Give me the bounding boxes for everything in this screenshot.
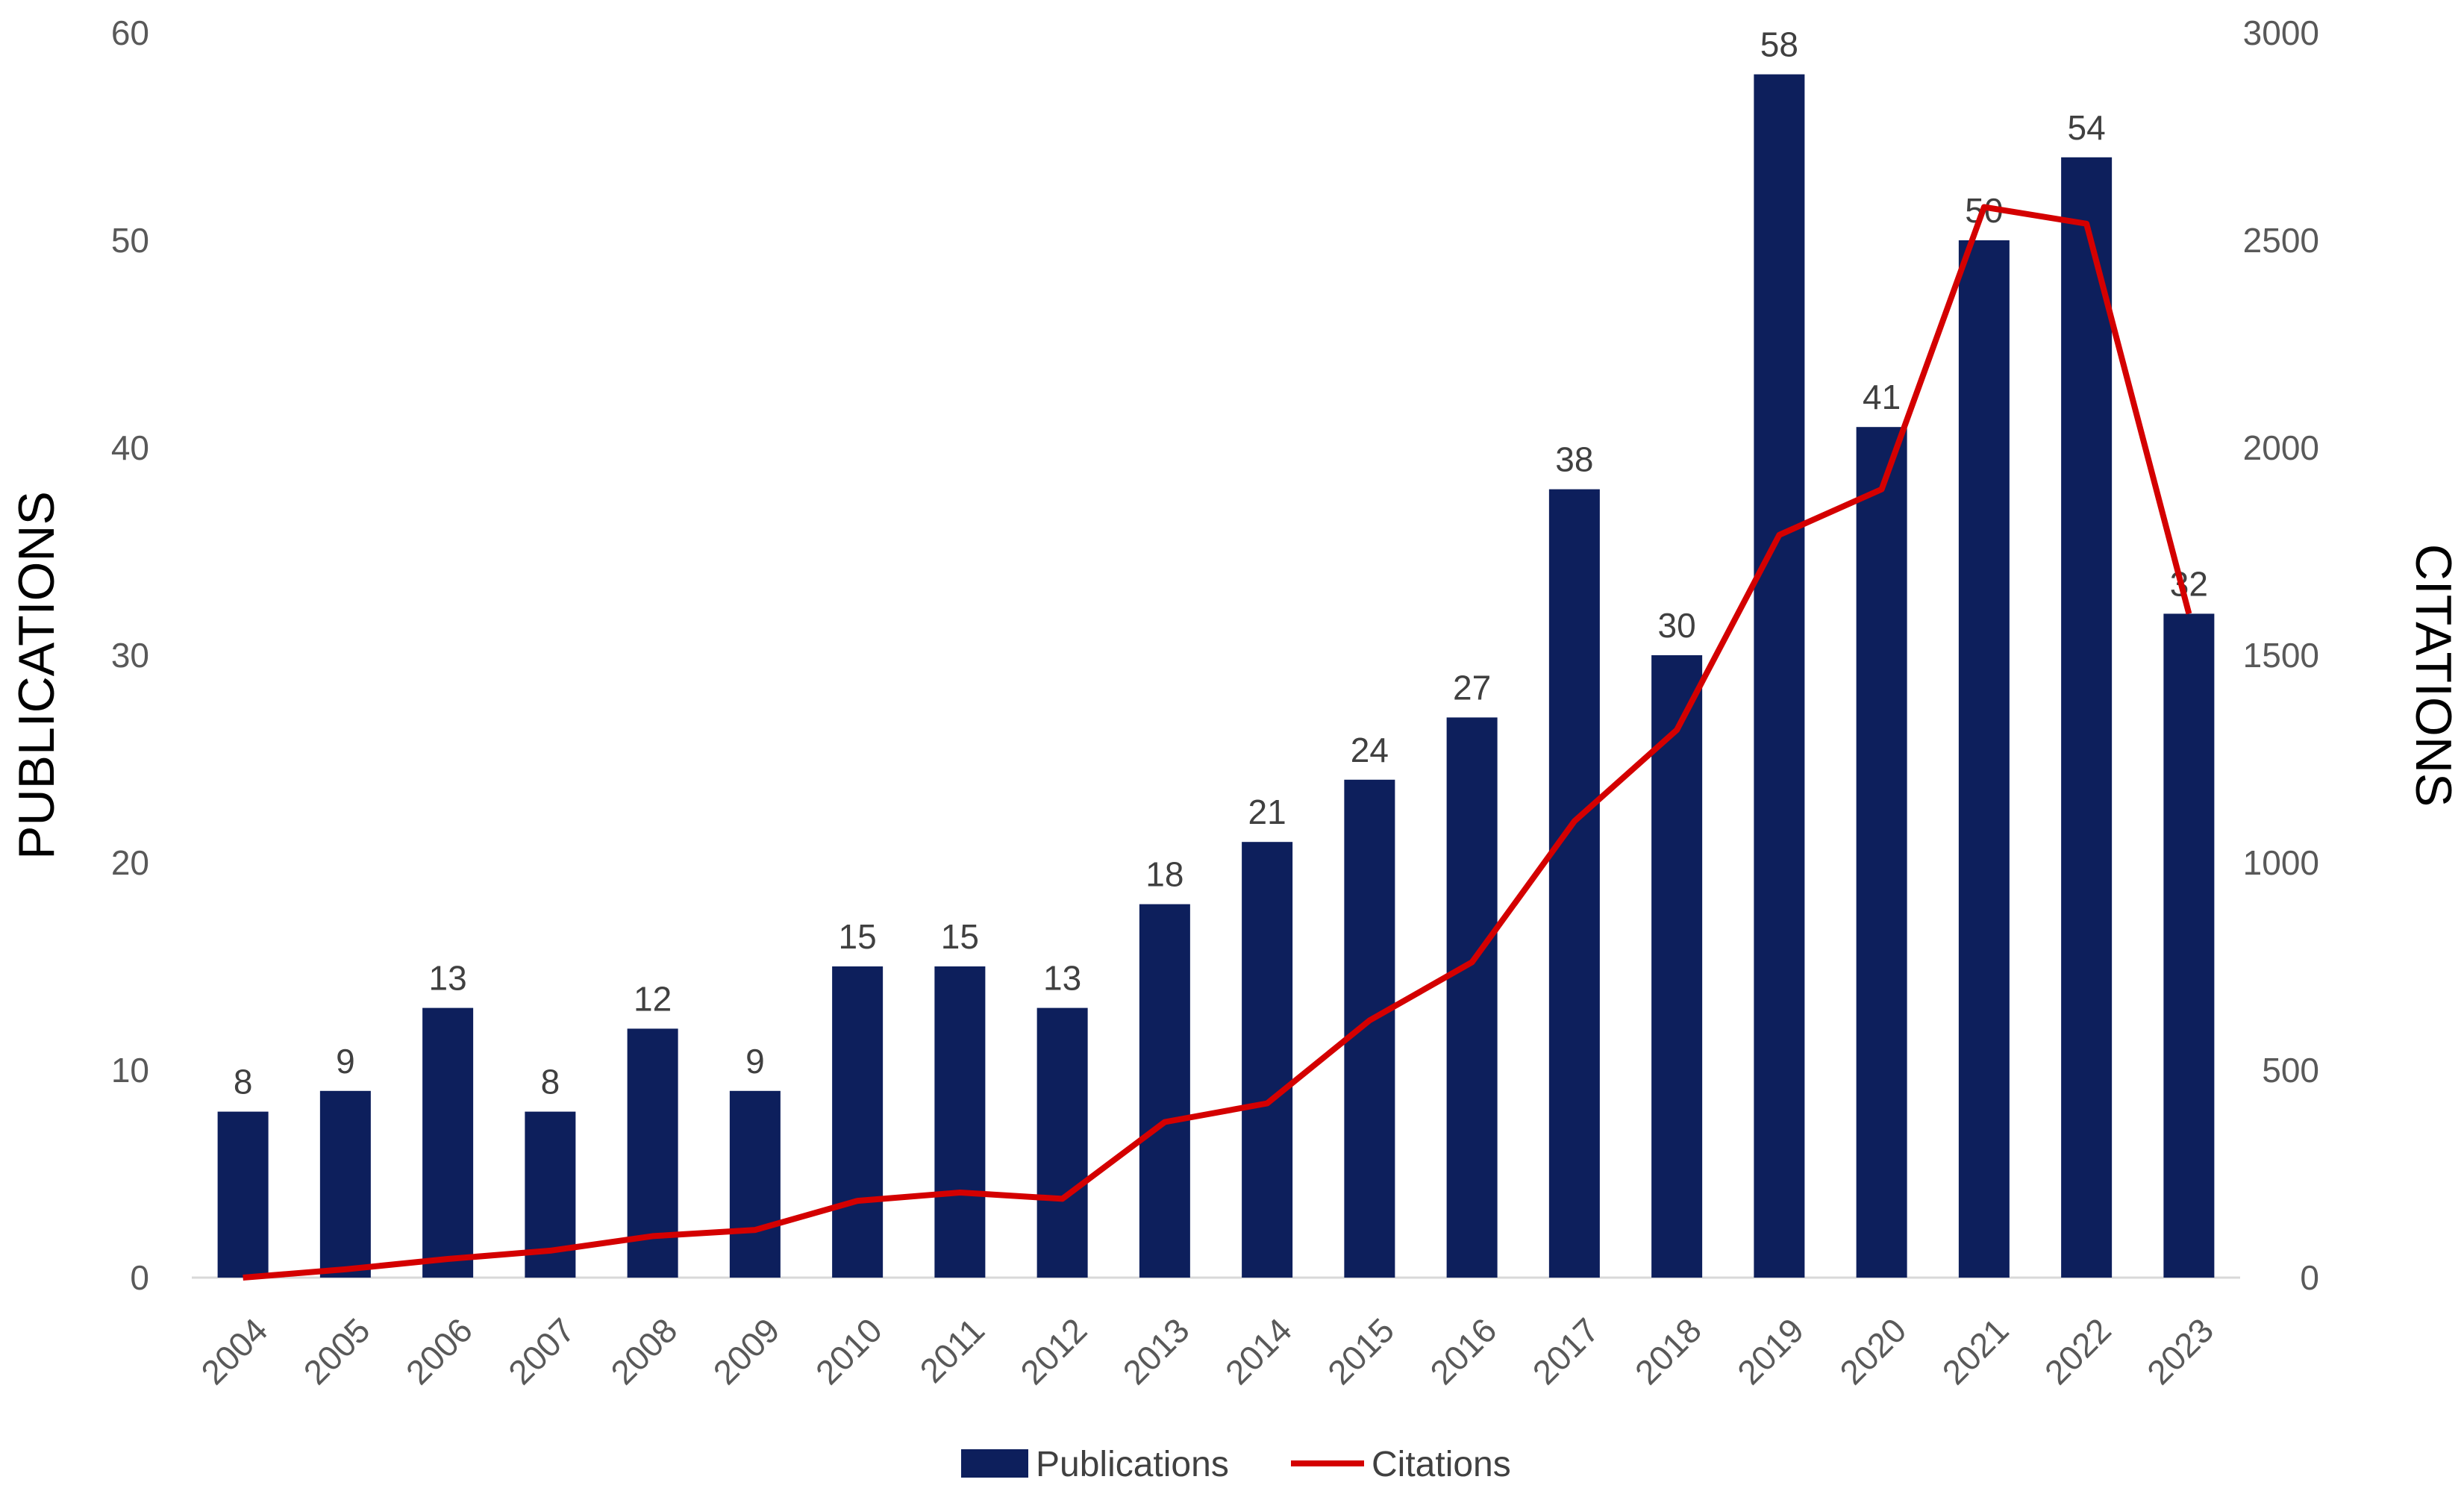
bar-publications-2021 bbox=[1958, 240, 2010, 1278]
bar-publications-2011 bbox=[934, 966, 986, 1278]
x-tick-label: 2018 bbox=[1627, 1310, 1709, 1392]
x-axis-ticks: 2004 2005 2006 2007 2008 2009 2010 2011 2012 2013… bbox=[193, 1310, 2221, 1392]
x-tick-label: 2007 bbox=[501, 1310, 582, 1392]
legend-label-publications: Publications bbox=[1036, 1445, 1229, 1484]
bar-publications-2012 bbox=[1036, 1007, 1088, 1278]
legend: Publications Citations bbox=[961, 1445, 1511, 1484]
bar-data-label: 54 bbox=[2068, 108, 2106, 147]
bar-data-label: 41 bbox=[1863, 378, 1901, 416]
x-tick-label: 2023 bbox=[2139, 1310, 2221, 1392]
bar-publications-2005 bbox=[319, 1090, 371, 1278]
left-y-tick-label: 40 bbox=[111, 428, 149, 467]
x-tick-label: 2012 bbox=[1013, 1310, 1094, 1392]
bar-data-label: 13 bbox=[429, 959, 467, 998]
legend-label-citations: Citations bbox=[1372, 1445, 1511, 1484]
bar-publications-2009 bbox=[729, 1090, 781, 1278]
x-tick-label: 2022 bbox=[2037, 1310, 2119, 1392]
publications-bars bbox=[217, 74, 2215, 1278]
bar-publications-2014 bbox=[1242, 842, 1293, 1278]
bar-publications-2019 bbox=[1754, 74, 1805, 1278]
bar-data-label: 8 bbox=[234, 1063, 253, 1101]
left-axis-title: PUBLICATIONS bbox=[8, 491, 65, 860]
x-tick-label: 2008 bbox=[603, 1310, 684, 1392]
bar-data-label: 38 bbox=[1555, 440, 1593, 479]
bar-publications-2016 bbox=[1446, 717, 1498, 1278]
x-tick-label: 2019 bbox=[1730, 1310, 1811, 1392]
x-tick-label: 2006 bbox=[398, 1310, 480, 1392]
x-tick-label: 2013 bbox=[1116, 1310, 1197, 1392]
bar-publications-2004 bbox=[217, 1111, 269, 1278]
bar-data-label: 9 bbox=[336, 1042, 355, 1081]
bar-data-label: 15 bbox=[941, 917, 979, 956]
x-tick-label: 2021 bbox=[1935, 1310, 2016, 1392]
bar-data-label: 58 bbox=[1760, 25, 1798, 64]
bar-data-label: 24 bbox=[1351, 731, 1389, 769]
bar-publications-2020 bbox=[1856, 427, 1907, 1278]
bar-publications-2018 bbox=[1651, 655, 1703, 1278]
x-tick-label: 2016 bbox=[1422, 1310, 1504, 1392]
x-tick-label: 2015 bbox=[1320, 1310, 1401, 1392]
right-y-tick-label: 2000 bbox=[2243, 428, 2319, 467]
x-tick-label: 2014 bbox=[1218, 1310, 1299, 1392]
bar-data-label: 9 bbox=[745, 1042, 765, 1081]
right-y-tick-label: 1500 bbox=[2243, 636, 2319, 675]
bar-data-label: 15 bbox=[839, 917, 877, 956]
bar-data-label: 8 bbox=[541, 1063, 560, 1101]
x-tick-label: 2009 bbox=[706, 1310, 787, 1392]
legend-swatch-publications bbox=[961, 1449, 1028, 1478]
right-y-axis: 0 500 1000 1500 2000 2500 3000 bbox=[2243, 13, 2319, 1297]
bar-data-label: 18 bbox=[1145, 855, 1183, 894]
left-y-tick-label: 10 bbox=[111, 1051, 149, 1090]
x-tick-label: 2017 bbox=[1525, 1310, 1607, 1392]
bar-publications-2010 bbox=[832, 966, 884, 1278]
left-y-tick-label: 50 bbox=[111, 221, 149, 260]
bar-data-label: 12 bbox=[634, 979, 672, 1018]
left-y-tick-label: 0 bbox=[130, 1258, 149, 1297]
bar-data-label: 21 bbox=[1248, 793, 1286, 831]
right-y-tick-label: 1000 bbox=[2243, 843, 2319, 882]
left-y-axis: 0 10 20 30 40 50 60 bbox=[111, 13, 149, 1297]
bar-publications-2017 bbox=[1548, 489, 1600, 1278]
x-tick-label: 2005 bbox=[296, 1310, 378, 1392]
bar-publications-2015 bbox=[1344, 779, 1395, 1278]
right-y-tick-label: 2500 bbox=[2243, 221, 2319, 260]
bar-publications-2013 bbox=[1139, 904, 1190, 1278]
x-tick-label: 2020 bbox=[1832, 1310, 1913, 1392]
right-axis-title: CITATIONS bbox=[2405, 544, 2462, 807]
left-y-tick-label: 30 bbox=[111, 636, 149, 675]
left-y-tick-label: 20 bbox=[111, 843, 149, 882]
x-tick-label: 2010 bbox=[808, 1310, 889, 1392]
x-tick-label: 2004 bbox=[193, 1310, 275, 1392]
bar-publications-2006 bbox=[422, 1007, 474, 1278]
bar-publications-2022 bbox=[2061, 157, 2113, 1278]
right-y-tick-label: 0 bbox=[2300, 1258, 2319, 1297]
bar-data-label: 30 bbox=[1658, 606, 1696, 645]
bar-data-label: 27 bbox=[1453, 668, 1491, 707]
left-y-tick-label: 60 bbox=[111, 13, 149, 52]
x-tick-label: 2011 bbox=[912, 1310, 992, 1390]
citations-line bbox=[243, 204, 2192, 1281]
bar-publications-2023 bbox=[2163, 613, 2215, 1278]
bar-data-label: 13 bbox=[1043, 959, 1081, 998]
right-y-tick-label: 500 bbox=[2262, 1051, 2319, 1090]
right-y-tick-label: 3000 bbox=[2243, 13, 2319, 52]
